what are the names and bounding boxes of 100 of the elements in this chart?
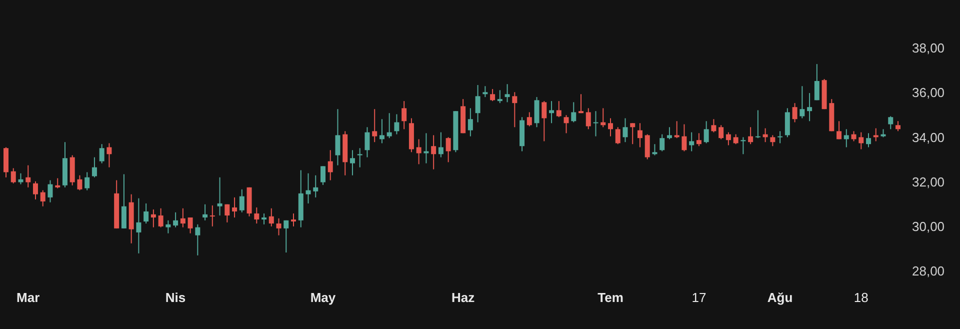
x-tick-label: Mar xyxy=(16,290,40,305)
candlestick xyxy=(32,180,38,200)
candlestick xyxy=(424,132,429,164)
candlestick xyxy=(350,150,355,176)
candlestick xyxy=(195,224,200,256)
candlestick xyxy=(748,126,754,145)
candlestick xyxy=(504,84,510,103)
candlestick xyxy=(637,122,642,148)
candlestick xyxy=(224,204,230,223)
candlestick xyxy=(379,118,384,144)
candlestick xyxy=(733,134,738,145)
candlestick xyxy=(800,86,805,119)
candlestick xyxy=(644,134,650,160)
candlestick xyxy=(674,120,680,139)
candlestick xyxy=(858,132,864,150)
candlestick xyxy=(402,100,407,130)
candlestick xyxy=(188,216,193,234)
candlestick xyxy=(534,96,540,128)
candlestick xyxy=(239,188,244,213)
candlestick xyxy=(571,102,576,123)
candlestick xyxy=(704,120,709,144)
y-tick-label: 36,00 xyxy=(912,85,945,100)
candlestick xyxy=(48,180,53,203)
candlestick xyxy=(792,102,798,123)
candlestick xyxy=(416,138,422,165)
candlestick xyxy=(202,204,208,221)
candlestick xyxy=(254,206,260,224)
candlestick xyxy=(99,144,104,164)
candlestick xyxy=(666,126,672,140)
x-tick-label: 17 xyxy=(692,290,706,305)
candlestick xyxy=(386,112,392,139)
candlestick xyxy=(836,120,842,140)
candlestick xyxy=(335,108,340,166)
candlestick xyxy=(394,114,400,135)
candlestick xyxy=(490,88,496,102)
y-tick-label: 30,00 xyxy=(912,218,945,234)
candlestick xyxy=(468,108,473,137)
candlestick xyxy=(696,132,702,147)
candlestick xyxy=(10,168,16,184)
candlestick xyxy=(26,164,31,188)
y-tick-label: 28,00 xyxy=(912,264,945,279)
candlestick xyxy=(630,122,636,145)
candlestick xyxy=(136,198,142,254)
y-tick-label: 38,00 xyxy=(912,40,945,56)
candlestick xyxy=(578,94,584,114)
candlestick xyxy=(556,100,562,118)
candlestick xyxy=(726,132,731,146)
candlestick xyxy=(291,212,296,227)
candlestick xyxy=(564,114,569,134)
candlestick xyxy=(542,100,547,142)
candlestick xyxy=(166,220,171,234)
candlestick xyxy=(320,166,326,186)
candlestick xyxy=(284,220,289,253)
candlestick xyxy=(121,174,126,229)
candlestick xyxy=(328,150,333,181)
candlestick xyxy=(357,148,362,168)
candlestick xyxy=(180,208,186,228)
candlestick xyxy=(512,92,518,128)
candlestick xyxy=(313,174,318,198)
candlestick xyxy=(77,174,82,191)
candlestick xyxy=(778,130,783,144)
candlestick xyxy=(851,130,856,142)
candlestick xyxy=(814,64,820,101)
candlestick xyxy=(755,110,760,139)
candlestick xyxy=(268,208,274,227)
candlestick xyxy=(784,108,790,138)
candlestick xyxy=(608,118,613,137)
candlestick xyxy=(262,212,267,225)
candlestick xyxy=(158,208,164,228)
x-tick-label: Ağu xyxy=(767,290,793,305)
candlestick xyxy=(446,136,451,163)
candlestick xyxy=(689,132,694,152)
candlestick xyxy=(144,202,149,224)
candlestick xyxy=(711,118,716,133)
x-tick-label: Nis xyxy=(165,290,186,305)
y-tick-label: 34,00 xyxy=(912,130,945,145)
y-tick-label: 32,00 xyxy=(912,174,945,190)
candlestick xyxy=(615,126,620,145)
candlestick xyxy=(210,204,215,227)
candlestick xyxy=(372,108,378,143)
candlestick xyxy=(622,118,628,143)
x-tick-label: Haz xyxy=(451,290,476,305)
candlestick xyxy=(232,196,238,218)
candlestick xyxy=(682,124,687,152)
candlestick xyxy=(497,90,502,104)
candlestick xyxy=(276,218,282,236)
candlestick xyxy=(652,144,658,156)
x-tick-label: May xyxy=(310,290,336,305)
candlestick xyxy=(718,124,724,140)
candlestick xyxy=(475,84,480,123)
candlestick xyxy=(896,120,900,132)
candlestick xyxy=(150,208,156,228)
candlestick xyxy=(660,134,665,152)
candlestick xyxy=(526,112,532,127)
candlestick xyxy=(866,132,872,148)
candlestick xyxy=(770,134,776,147)
candlestick xyxy=(807,92,812,122)
candlestick xyxy=(364,126,370,158)
candlestick xyxy=(106,142,112,168)
candlestick xyxy=(844,128,849,148)
